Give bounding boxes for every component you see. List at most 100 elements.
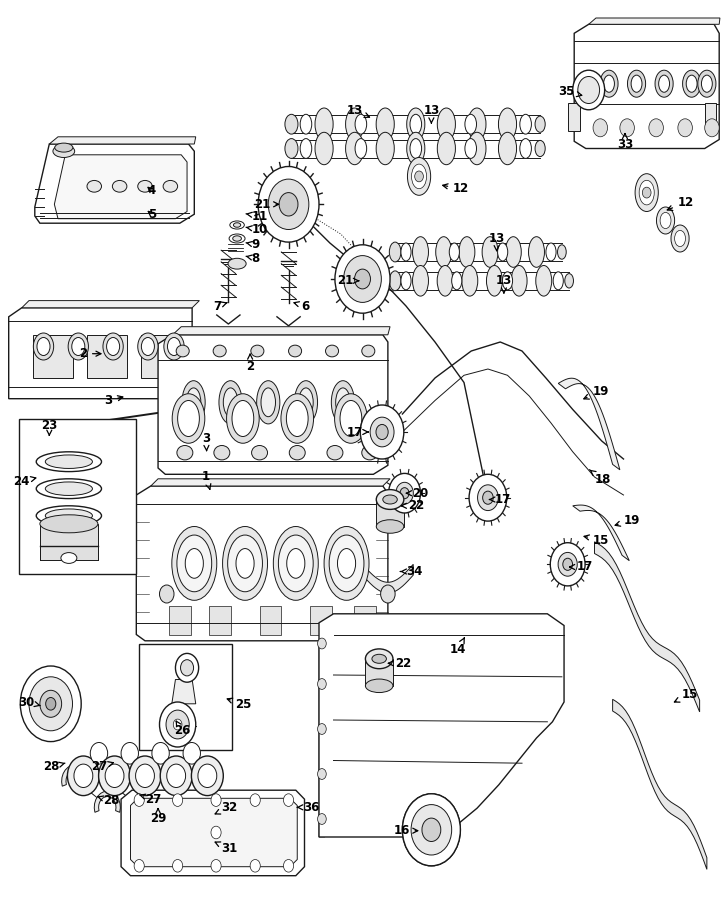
Ellipse shape: [294, 381, 318, 424]
Ellipse shape: [535, 140, 545, 157]
Ellipse shape: [450, 243, 460, 261]
Ellipse shape: [407, 158, 431, 195]
Circle shape: [649, 119, 663, 137]
Circle shape: [415, 810, 447, 850]
Ellipse shape: [465, 139, 476, 158]
Circle shape: [258, 166, 319, 242]
Circle shape: [678, 119, 692, 137]
Ellipse shape: [273, 526, 318, 600]
Ellipse shape: [252, 446, 268, 460]
Circle shape: [211, 794, 221, 806]
Ellipse shape: [163, 180, 178, 193]
Ellipse shape: [107, 338, 120, 356]
Circle shape: [563, 558, 573, 571]
Ellipse shape: [278, 535, 313, 592]
Ellipse shape: [229, 234, 245, 243]
Ellipse shape: [300, 139, 312, 158]
Ellipse shape: [437, 132, 455, 165]
Circle shape: [483, 491, 493, 504]
Text: 34: 34: [400, 565, 423, 578]
Circle shape: [160, 756, 192, 796]
Circle shape: [191, 756, 223, 796]
Text: 2: 2: [79, 347, 101, 360]
Ellipse shape: [412, 164, 426, 189]
Ellipse shape: [177, 446, 193, 460]
Ellipse shape: [346, 132, 364, 165]
Ellipse shape: [334, 394, 368, 444]
Circle shape: [183, 742, 200, 764]
Circle shape: [318, 679, 326, 689]
Circle shape: [134, 860, 144, 872]
Circle shape: [198, 764, 217, 788]
Text: 3: 3: [104, 394, 123, 407]
Bar: [376, 500, 404, 526]
Ellipse shape: [462, 266, 478, 296]
Circle shape: [105, 764, 124, 788]
Circle shape: [402, 794, 460, 866]
Ellipse shape: [389, 242, 401, 262]
Text: 22: 22: [389, 657, 411, 670]
Ellipse shape: [436, 237, 452, 267]
Circle shape: [74, 764, 93, 788]
Text: 8: 8: [246, 252, 260, 265]
Circle shape: [181, 660, 194, 676]
Text: 2: 2: [246, 354, 254, 373]
Circle shape: [29, 677, 72, 731]
Ellipse shape: [186, 548, 203, 579]
Circle shape: [593, 119, 608, 137]
Text: 20: 20: [406, 487, 428, 500]
Polygon shape: [173, 327, 390, 335]
Ellipse shape: [53, 145, 75, 158]
Polygon shape: [35, 144, 194, 223]
Circle shape: [283, 860, 294, 872]
Text: 4: 4: [148, 184, 156, 197]
Ellipse shape: [112, 180, 127, 193]
Ellipse shape: [285, 139, 298, 158]
Polygon shape: [94, 791, 120, 813]
Circle shape: [211, 826, 221, 839]
Circle shape: [573, 70, 605, 110]
Ellipse shape: [674, 230, 685, 247]
Circle shape: [415, 171, 423, 182]
Ellipse shape: [138, 180, 152, 193]
Circle shape: [620, 119, 634, 137]
Ellipse shape: [61, 553, 77, 563]
Ellipse shape: [326, 345, 339, 357]
Ellipse shape: [546, 243, 556, 261]
Polygon shape: [54, 155, 187, 219]
Ellipse shape: [299, 388, 313, 417]
Ellipse shape: [498, 132, 516, 165]
Text: 28: 28: [97, 795, 120, 807]
Circle shape: [469, 474, 507, 521]
Text: 33: 33: [617, 134, 633, 150]
Ellipse shape: [331, 381, 355, 424]
Circle shape: [370, 418, 394, 447]
Polygon shape: [158, 335, 388, 474]
Ellipse shape: [529, 237, 544, 267]
Ellipse shape: [459, 237, 475, 267]
Ellipse shape: [635, 174, 658, 212]
Ellipse shape: [682, 70, 700, 97]
Circle shape: [173, 794, 183, 806]
Ellipse shape: [228, 535, 262, 592]
Text: 26: 26: [174, 721, 191, 737]
Text: 19: 19: [584, 385, 609, 399]
Bar: [139, 644, 232, 750]
Ellipse shape: [72, 338, 85, 356]
Ellipse shape: [468, 132, 486, 165]
Circle shape: [136, 764, 154, 788]
Circle shape: [129, 756, 161, 796]
Ellipse shape: [627, 70, 645, 97]
Ellipse shape: [45, 509, 93, 522]
Ellipse shape: [535, 116, 545, 132]
Text: 27: 27: [139, 793, 161, 806]
Ellipse shape: [285, 114, 298, 134]
Ellipse shape: [36, 479, 102, 499]
Circle shape: [99, 756, 130, 796]
Circle shape: [389, 473, 420, 513]
Ellipse shape: [701, 76, 712, 92]
Text: 28: 28: [43, 760, 65, 773]
Ellipse shape: [226, 394, 260, 444]
Text: 11: 11: [246, 210, 268, 222]
Polygon shape: [22, 301, 199, 308]
